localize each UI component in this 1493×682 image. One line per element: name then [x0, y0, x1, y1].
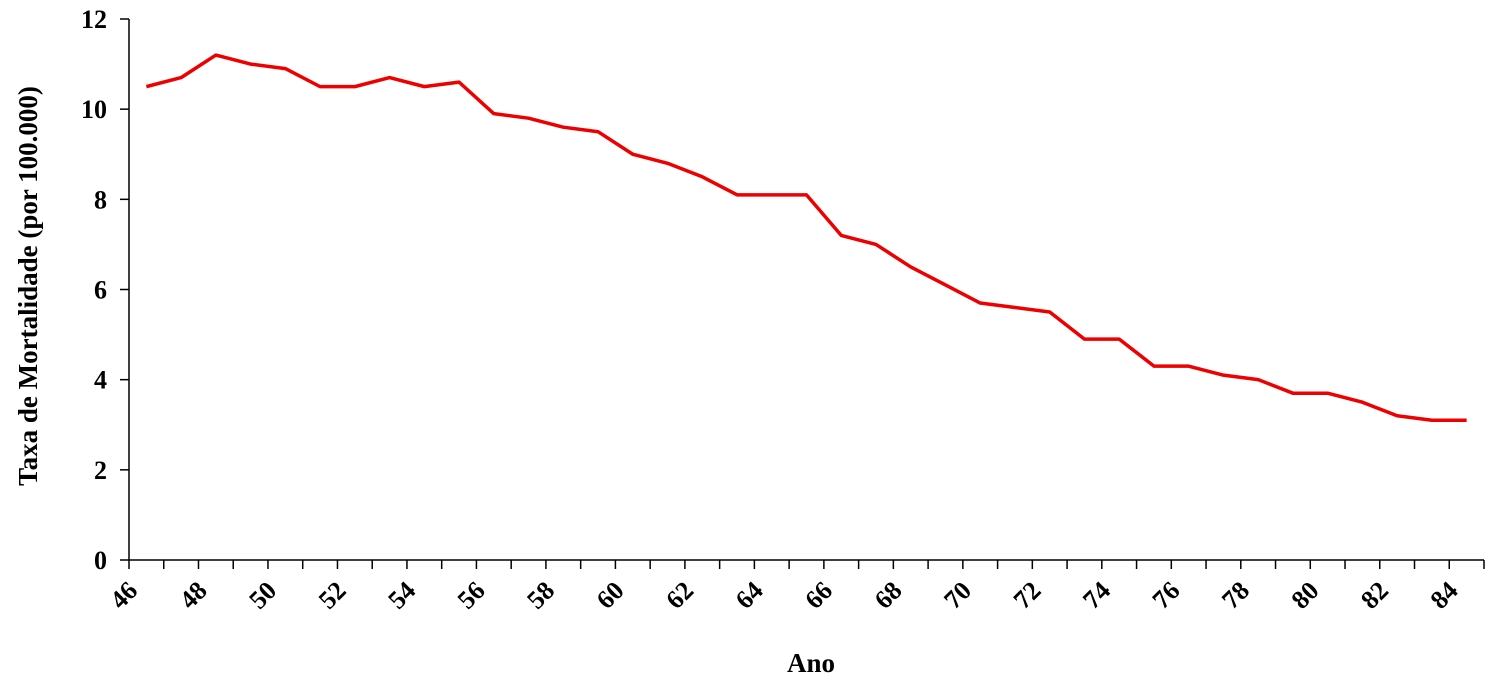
x-tick-label: 64 [730, 576, 769, 615]
x-tick-label: 54 [382, 576, 421, 615]
x-tick-label: 56 [452, 576, 491, 615]
x-tick-label: 62 [660, 576, 699, 615]
x-tick-label: 74 [1077, 576, 1116, 615]
y-tick-label: 2 [94, 456, 107, 485]
x-axis-title: Ano [787, 648, 835, 678]
y-tick-label: 12 [81, 5, 107, 34]
y-tick-label: 6 [94, 276, 107, 305]
y-tick-label: 4 [94, 366, 107, 395]
axes [128, 19, 1484, 561]
series-layer [145, 53, 1467, 422]
x-tick-label: 68 [869, 576, 908, 615]
y-tick-label: 10 [81, 95, 107, 124]
x-tick-label: 50 [243, 576, 282, 615]
x-ticks: 46 48 50 52 54 56 58 60 62 64 66 68 70 72 74 76 78 80 82 84 [104, 560, 1485, 615]
x-tick-label: 58 [521, 576, 560, 615]
y-ticks: 0 2 4 6 8 10 12 [81, 5, 129, 575]
x-tick-label: 52 [313, 576, 352, 615]
series-line-0 [145, 53, 1467, 422]
x-tick-label: 82 [1355, 576, 1394, 615]
x-tick-label: 46 [104, 576, 143, 615]
x-tick-label: 66 [799, 576, 838, 615]
x-tick-label: 70 [938, 576, 977, 615]
y-tick-label: 8 [94, 185, 107, 214]
x-tick-label: 60 [591, 576, 630, 615]
y-tick-label: 0 [94, 546, 107, 575]
y-axis-title: Taxa de Mortalidade (por 100.000) [13, 86, 43, 486]
x-tick-label: 48 [174, 576, 213, 615]
x-tick-label: 72 [1008, 576, 1047, 615]
x-tick-label: 80 [1286, 576, 1325, 615]
x-tick-label: 76 [1147, 576, 1186, 615]
x-tick-label: 78 [1216, 576, 1255, 615]
x-tick-label: 84 [1425, 576, 1464, 615]
